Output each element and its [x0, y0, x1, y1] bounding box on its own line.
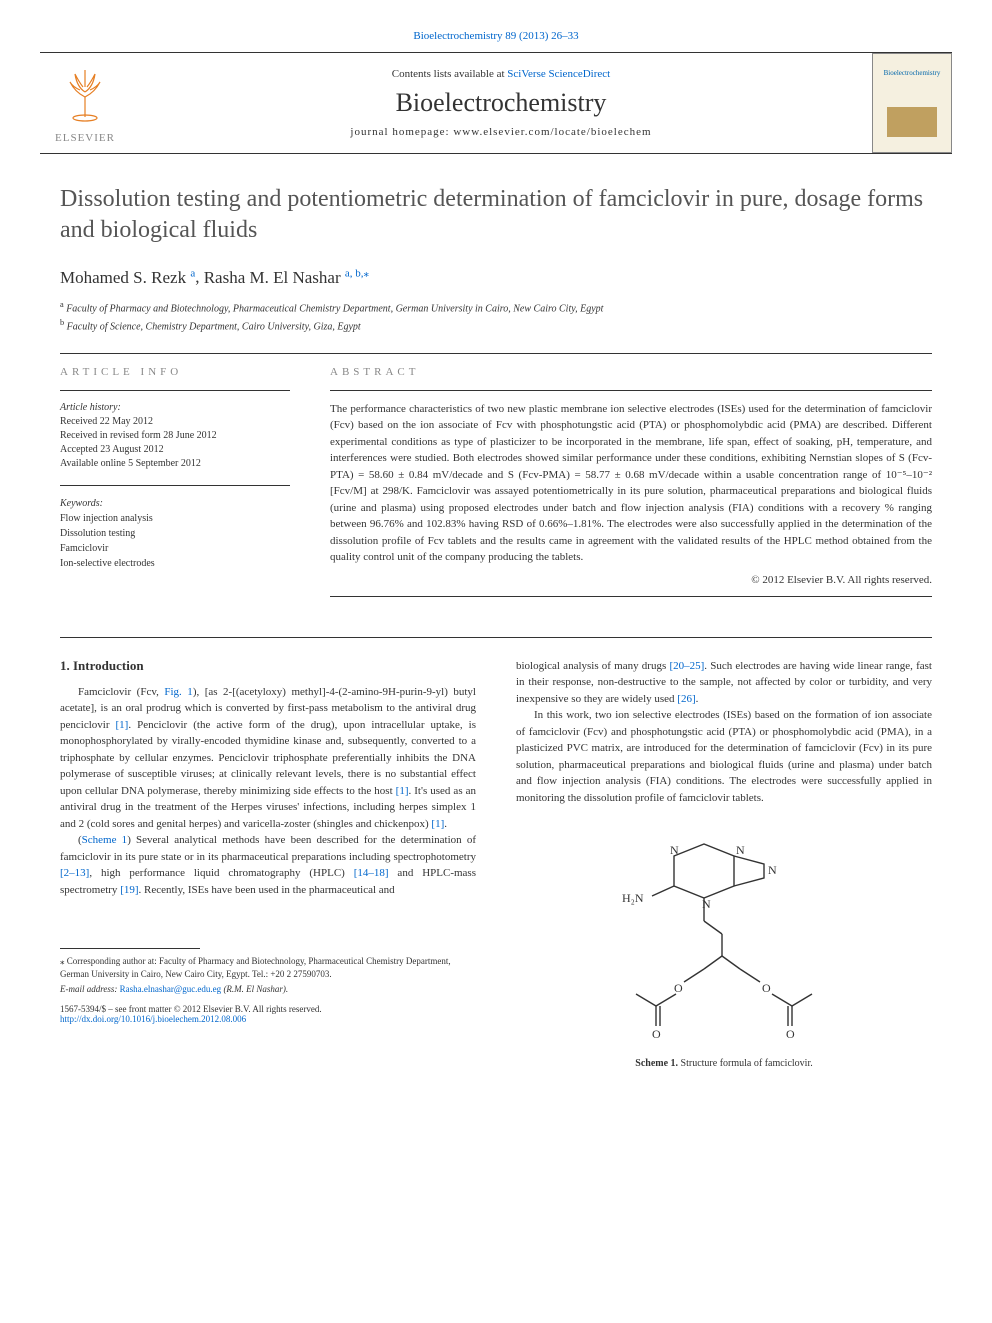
- divider: [60, 637, 932, 638]
- article-info-column: ARTICLE INFO Article history: Received 2…: [60, 366, 290, 607]
- contents-text: Contents lists available at: [392, 68, 507, 80]
- footer-block: ⁎ Corresponding author at: Faculty of Ph…: [60, 938, 476, 1024]
- ref-link[interactable]: [1]: [431, 818, 444, 830]
- two-column-layout: 1. Introduction Famciclovir (Fcv, Fig. 1…: [60, 658, 932, 1090]
- article-title: Dissolution testing and potentiometric d…: [60, 184, 932, 246]
- history-label: Article history:: [60, 401, 290, 415]
- svg-text:O: O: [786, 1027, 795, 1041]
- doi-line: http://dx.doi.org/10.1016/j.bioelechem.2…: [60, 1014, 476, 1024]
- elsevier-tree-icon: [55, 62, 115, 132]
- doi-link[interactable]: http://dx.doi.org/10.1016/j.bioelechem.2…: [60, 1014, 246, 1024]
- svg-text:N: N: [768, 863, 777, 877]
- svg-text:O: O: [762, 981, 771, 995]
- intro-heading: 1. Introduction: [60, 658, 476, 674]
- journal-name: Bioelectrochemistry: [150, 88, 852, 118]
- left-column: 1. Introduction Famciclovir (Fcv, Fig. 1…: [60, 658, 476, 1090]
- svg-text:N: N: [670, 843, 679, 857]
- article-body: Dissolution testing and potentiometric d…: [0, 154, 992, 1119]
- page-header: Bioelectrochemistry 89 (2013) 26–33: [0, 0, 992, 42]
- abstract-heading: ABSTRACT: [330, 366, 932, 378]
- keyword[interactable]: Dissolution testing: [60, 526, 290, 541]
- cover-title: Bioelectrochemistry: [884, 69, 941, 77]
- right-column: biological analysis of many drugs [20–25…: [516, 658, 932, 1090]
- footer-divider: [60, 948, 200, 949]
- authors: Mohamed S. Rezk a, Rasha M. El Nashar a,…: [60, 266, 932, 288]
- issn-copyright: 1567-5394/$ – see front matter © 2012 El…: [60, 1004, 476, 1014]
- history-item: Received 22 May 2012: [60, 415, 290, 429]
- article-history: Article history: Received 22 May 2012 Re…: [60, 401, 290, 471]
- homepage-url[interactable]: www.elsevier.com/locate/bioelechem: [453, 126, 651, 138]
- fig-link[interactable]: Fig. 1: [164, 686, 192, 698]
- intro-para-4: In this work, two ion selective electrod…: [516, 707, 932, 806]
- journal-reference[interactable]: Bioelectrochemistry 89 (2013) 26–33: [100, 30, 892, 42]
- affiliation-a: a Faculty of Pharmacy and Biotechnology,…: [60, 300, 932, 314]
- keyword[interactable]: Famciclovir: [60, 541, 290, 556]
- elsevier-logo[interactable]: ELSEVIER: [40, 53, 130, 153]
- keyword[interactable]: Flow injection analysis: [60, 511, 290, 526]
- keyword[interactable]: Ion-selective electrodes: [60, 556, 290, 571]
- cover-image-placeholder: [887, 107, 937, 137]
- ref-link[interactable]: [1]: [396, 785, 409, 797]
- history-item: Received in revised form 28 June 2012: [60, 429, 290, 443]
- elsevier-text: ELSEVIER: [55, 132, 115, 144]
- info-divider: [330, 390, 932, 391]
- abstract-text: The performance characteristics of two n…: [330, 401, 932, 566]
- info-abstract-row: ARTICLE INFO Article history: Received 2…: [60, 366, 932, 607]
- corresponding-star-icon[interactable]: ⁎: [364, 267, 370, 279]
- scheme-link[interactable]: Scheme 1: [82, 834, 128, 846]
- ref-link[interactable]: [14–18]: [354, 867, 389, 879]
- keywords-block: Keywords: Flow injection analysis Dissol…: [60, 496, 290, 571]
- history-item: Available online 5 September 2012: [60, 457, 290, 471]
- corresponding-author: ⁎ Corresponding author at: Faculty of Ph…: [60, 955, 476, 980]
- info-divider: [60, 390, 290, 391]
- affiliation-b: b Faculty of Science, Chemistry Departme…: [60, 318, 932, 332]
- svg-text:N: N: [736, 843, 745, 857]
- divider: [60, 353, 932, 354]
- article-info-heading: ARTICLE INFO: [60, 366, 290, 378]
- homepage-line: journal homepage: www.elsevier.com/locat…: [150, 126, 852, 138]
- info-divider: [60, 485, 290, 486]
- keywords-label: Keywords:: [60, 496, 290, 511]
- famciclovir-structure-icon: N N N N H₂N: [594, 826, 854, 1046]
- svg-text:H₂N: H₂N: [622, 891, 644, 905]
- ref-link[interactable]: [19]: [120, 884, 138, 896]
- history-item: Accepted 23 August 2012: [60, 443, 290, 457]
- ref-link[interactable]: [2–13]: [60, 867, 89, 879]
- email-line: E-mail address: Rasha.elnashar@guc.edu.e…: [60, 984, 476, 994]
- scheme-caption: Scheme 1. Structure formula of famciclov…: [516, 1058, 932, 1069]
- header-bar: ELSEVIER Contents lists available at Sci…: [40, 52, 952, 154]
- ref-link[interactable]: [20–25]: [669, 660, 704, 672]
- svg-text:O: O: [674, 981, 683, 995]
- sciencedirect-link[interactable]: SciVerse ScienceDirect: [507, 68, 610, 80]
- info-divider: [330, 596, 932, 597]
- intro-para-1: Famciclovir (Fcv, Fig. 1), [as 2-[(acety…: [60, 684, 476, 833]
- email-link[interactable]: Rasha.elnashar@guc.edu.eg: [120, 984, 222, 994]
- svg-text:O: O: [652, 1027, 661, 1041]
- intro-para-2: (Scheme 1) Several analytical methods ha…: [60, 832, 476, 898]
- abstract-copyright: © 2012 Elsevier B.V. All rights reserved…: [330, 574, 932, 586]
- journal-cover-thumbnail[interactable]: Bioelectrochemistry: [872, 53, 952, 153]
- author-1[interactable]: Mohamed S. Rezk a: [60, 268, 195, 287]
- header-center: Contents lists available at SciVerse Sci…: [130, 58, 872, 148]
- abstract-column: ABSTRACT The performance characteristics…: [330, 366, 932, 607]
- scheme-1-figure: N N N N H₂N: [516, 826, 932, 1069]
- author-2[interactable]: Rasha M. El Nashar a, b,⁎: [204, 268, 369, 287]
- homepage-label: journal homepage:: [350, 126, 453, 138]
- contents-line: Contents lists available at SciVerse Sci…: [150, 68, 852, 80]
- ref-link[interactable]: [26]: [677, 693, 695, 705]
- ref-link[interactable]: [1]: [116, 719, 129, 731]
- intro-para-3: biological analysis of many drugs [20–25…: [516, 658, 932, 708]
